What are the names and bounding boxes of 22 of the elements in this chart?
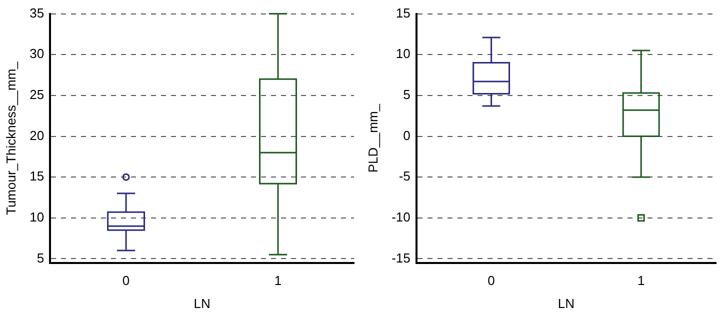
x-tick-label: 0 [122, 273, 130, 288]
y-tick-label: 35 [30, 5, 44, 20]
y-tick-label: 15 [30, 168, 44, 184]
y-tick-label: -10 [392, 209, 410, 224]
y-tick-label: 0 [403, 128, 410, 143]
x-tick-label: 1 [637, 273, 645, 288]
y-tick-label: -5 [398, 168, 410, 184]
y-axis-title: Tumour_Thickness__mm_ [3, 60, 18, 216]
y-tick-label: -15 [392, 250, 410, 266]
y-axis-title: PLD__mm_ [365, 103, 380, 173]
x-axis-title: LN [558, 296, 575, 311]
y-tick-label: 30 [30, 46, 44, 62]
y-tick-label: 25 [30, 87, 44, 102]
x-tick-label: 0 [488, 273, 495, 288]
y-tick-label: 10 [396, 46, 410, 62]
y-tick-label: 5 [403, 87, 410, 102]
y-tick-label: 15 [396, 5, 410, 20]
x-tick-label: 1 [274, 273, 282, 288]
y-tick-label: 10 [30, 209, 44, 224]
y-tick-label: 5 [36, 250, 44, 266]
x-axis-title: LN [194, 296, 210, 311]
y-tick-label: 20 [30, 128, 44, 143]
